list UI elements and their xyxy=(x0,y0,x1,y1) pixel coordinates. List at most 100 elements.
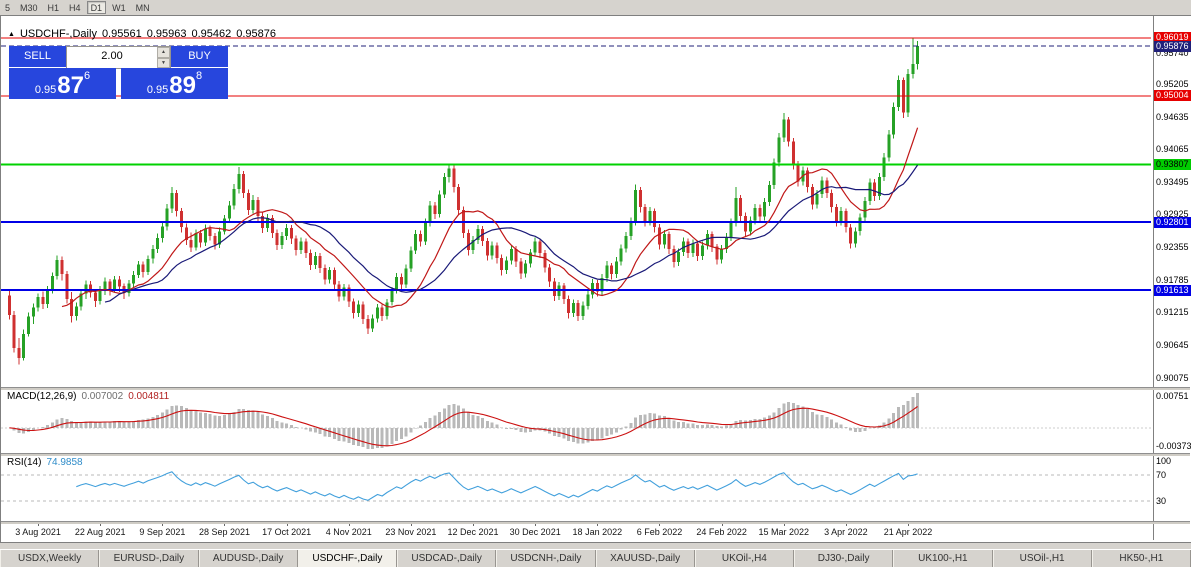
price-scale-tick: 0.92355 xyxy=(1156,242,1189,253)
chart-tab-dj30[interactable]: DJ30-,Daily xyxy=(794,550,894,567)
tab-label: UK100-,H1 xyxy=(918,553,968,564)
chart-tab-usdcad[interactable]: USDCAD-,Daily xyxy=(397,550,497,567)
price-scale-tick: 0.94065 xyxy=(1156,144,1189,155)
price-line-label: 0.91613 xyxy=(1154,284,1191,296)
chart-tab-usdcnh[interactable]: USDCNH-,Daily xyxy=(496,550,596,567)
period-button-m5[interactable]: 5 xyxy=(1,1,14,14)
rsi-panel-canvas[interactable] xyxy=(1,455,1151,521)
panel-separator[interactable] xyxy=(1,521,1190,524)
period-toolbar: 5 M30 H1 H4 D1 W1 MN xyxy=(0,0,1191,16)
time-scale-tick xyxy=(783,523,785,526)
volume-up-icon[interactable]: ▲ xyxy=(157,47,170,58)
chart-symbol-label: USDCHF-,Daily xyxy=(19,28,97,40)
macd-axis-label: 0.00751 xyxy=(1156,391,1189,401)
rsi-axis-label: 100 xyxy=(1156,456,1172,466)
time-scale-tick xyxy=(535,523,537,526)
chart-tab-audusd[interactable]: AUDUSD-,Daily xyxy=(198,550,298,567)
time-scale-tick xyxy=(100,523,102,526)
price-line-label: 0.93807 xyxy=(1154,158,1191,170)
sell-button[interactable]: SELL xyxy=(9,46,66,67)
date-label: 22 Aug 2021 xyxy=(74,527,126,537)
panel-separator[interactable] xyxy=(1,387,1190,390)
time-scale-tick xyxy=(659,523,661,526)
tab-label: HK50-,H1 xyxy=(1119,553,1164,564)
price-line-label: 0.95004 xyxy=(1154,90,1191,102)
price-scale-tick: 0.92925 xyxy=(1156,209,1189,220)
time-scale[interactable]: 3 Aug 2021 22 Aug 2021 9 Sep 2021 28 Sep 20… xyxy=(1,523,1152,540)
time-scale-tick xyxy=(908,523,910,526)
buy-price-pips: 89 xyxy=(169,72,196,99)
time-scale-tick xyxy=(286,523,288,526)
ohlc-high: 0.95963 xyxy=(146,28,187,40)
period-button-m30[interactable]: M30 xyxy=(16,1,42,14)
price-line-label: 0.95876 xyxy=(1154,40,1191,52)
chart-tab-uk100[interactable]: UK100-,H1 xyxy=(893,550,993,567)
time-scale-tick xyxy=(162,523,164,526)
date-label: 24 Feb 2022 xyxy=(696,527,747,537)
price-scale-tick: 0.91215 xyxy=(1156,307,1189,318)
date-label: 18 Jan 2022 xyxy=(572,527,623,537)
buy-price-display[interactable]: 0.95 89 8 xyxy=(121,68,228,99)
tab-label: AUDUSD-,Daily xyxy=(212,553,284,564)
tab-label: USDCNH-,Daily xyxy=(510,553,582,564)
period-button-h4[interactable]: H4 xyxy=(65,1,85,14)
price-scale-tick: 0.94635 xyxy=(1156,111,1189,122)
time-scale-tick xyxy=(473,523,475,526)
one-click-toggle-icon[interactable]: ▲ xyxy=(8,30,15,38)
date-label: 23 Nov 2021 xyxy=(385,527,437,537)
time-scale-tick xyxy=(38,523,40,526)
buy-button[interactable]: BUY xyxy=(171,46,228,67)
time-scale-tick xyxy=(597,523,599,526)
volume-spinner: ▲ ▼ xyxy=(157,47,170,68)
chart-tab-eurusd[interactable]: EURUSD-,Daily xyxy=(99,550,199,567)
date-label: 6 Feb 2022 xyxy=(636,527,683,537)
rsi-axis-label: 30 xyxy=(1156,496,1167,507)
sell-price-display[interactable]: 0.95 87 6 xyxy=(9,68,116,99)
chart-tab-usoil[interactable]: USOil-,H1 xyxy=(992,550,1092,567)
chart-tab-usdx[interactable]: USDX,Weekly xyxy=(0,550,100,567)
date-label: 9 Sep 2021 xyxy=(139,527,186,537)
tab-label: XAUUSD-,Daily xyxy=(610,553,681,564)
tab-label: USDX,Weekly xyxy=(18,553,82,564)
price-line-label: 0.92801 xyxy=(1154,216,1191,228)
tab-label: DJ30-,Daily xyxy=(817,553,870,564)
panel-separator[interactable] xyxy=(1,453,1190,456)
time-scale-tick xyxy=(845,523,847,526)
tab-label: USDCAD-,Daily xyxy=(411,553,482,564)
volume-value: 2.00 xyxy=(101,50,123,62)
period-button-h1[interactable]: H1 xyxy=(44,1,64,14)
period-button-mn[interactable]: MN xyxy=(132,1,154,14)
price-scale-tick: 0.95740 xyxy=(1156,48,1189,59)
ohlc-close: 0.95876 xyxy=(236,28,276,40)
date-label: 3 Aug 2021 xyxy=(15,527,61,537)
volume-down-icon[interactable]: ▼ xyxy=(157,57,170,68)
date-label: 3 Apr 2022 xyxy=(824,527,868,537)
macd-name: MACD(12,26,9) xyxy=(7,391,77,402)
price-scale-tick: 0.95205 xyxy=(1156,78,1189,89)
chart-tab-usdchf[interactable]: USD​CHF-,Daily xyxy=(297,550,397,567)
sell-price-prefix: 0.95 xyxy=(34,84,57,96)
period-button-d1[interactable]: D1 xyxy=(86,1,107,14)
rsi-value: 74.9858 xyxy=(46,457,83,468)
period-button-w1[interactable]: W1 xyxy=(108,1,130,14)
time-scale-tick xyxy=(721,523,723,526)
date-label: 17 Oct 2021 xyxy=(262,527,312,537)
macd-panel-canvas[interactable] xyxy=(1,389,1151,453)
volume-field[interactable]: 2.00 ▲ ▼ xyxy=(66,46,171,69)
tab-label: UKOil-,H4 xyxy=(721,553,767,564)
chart-tab-hk50[interactable]: HK50-,H1 xyxy=(1091,550,1191,567)
price-scale-tick: 0.91785 xyxy=(1156,274,1189,285)
price-scale-tick: 0.90075 xyxy=(1156,372,1189,383)
chart-tab-xauusd[interactable]: XAUUSD-,Daily xyxy=(595,550,695,567)
chart-tab-ukoil[interactable]: UKOil-,H4 xyxy=(694,550,794,567)
time-scale-tick xyxy=(348,523,350,526)
date-label: 4 Nov 2021 xyxy=(325,527,372,537)
tab-label: EURUSD-,Daily xyxy=(113,553,185,564)
chart-tab-bar: USDX,Weekly EURUSD-,Daily AUDUSD-,Daily … xyxy=(0,549,1191,567)
buy-price-prefix: 0.95 xyxy=(146,84,169,96)
macd-signal-value: 0.004811 xyxy=(128,391,170,402)
date-label: 15 Mar 2022 xyxy=(758,527,810,537)
date-label: 28 Sep 2021 xyxy=(198,527,251,537)
price-scale[interactable]: 0.95740 0.95205 0.94635 0.94065 0.93495 0.929… xyxy=(1153,16,1191,540)
tab-label: USOil-,H1 xyxy=(1019,553,1065,564)
